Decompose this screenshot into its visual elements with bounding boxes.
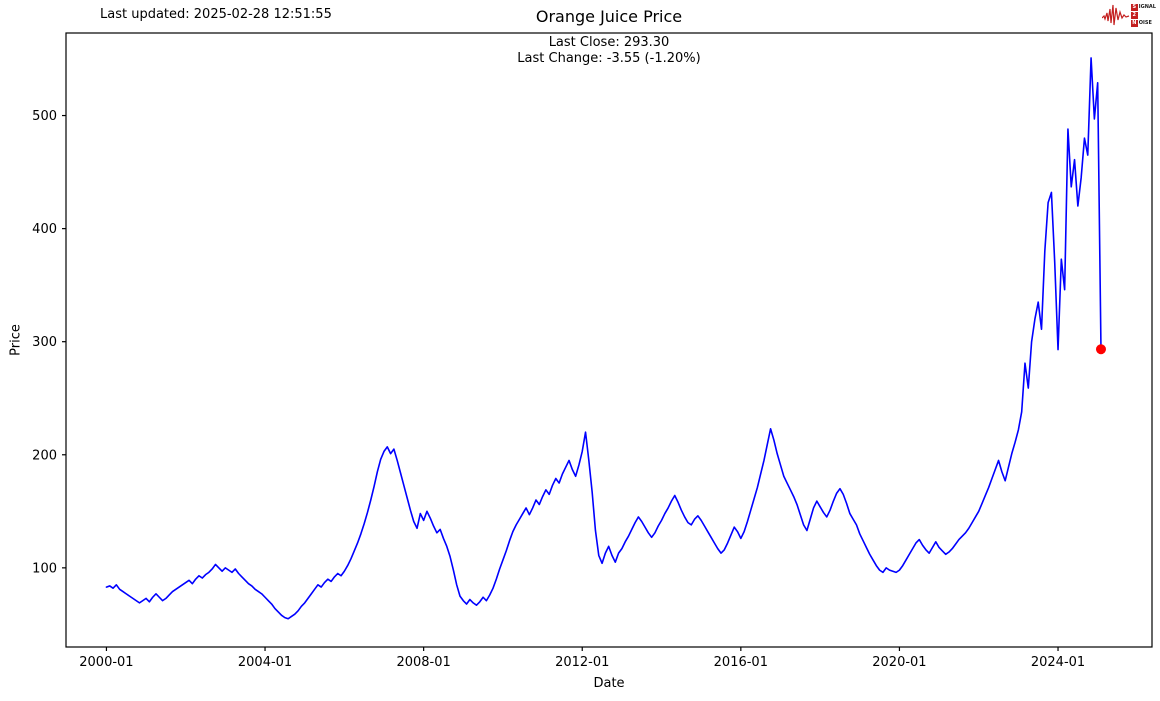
last-change-text: Last Change: -3.55 (-1.20%) [517, 51, 701, 66]
logo-box-2: 2 [1130, 11, 1138, 19]
logo-box-n: N [1130, 19, 1138, 27]
logo-row-noise: N OISE [1130, 19, 1156, 27]
chart-title: Orange Juice Price [535, 7, 683, 26]
waveform-icon [1101, 4, 1129, 26]
y-tick-label: 100 [32, 561, 57, 576]
x-tick-label: 2012-01 [555, 655, 609, 670]
y-tick-label: 400 [32, 222, 57, 237]
logo-text: S IGNAL 2 N OISE [1130, 3, 1156, 27]
x-tick-label: 2016-01 [714, 655, 768, 670]
last-close-marker [1095, 344, 1106, 355]
x-tick-label: 2024-01 [1031, 655, 1085, 670]
logo-row-2: 2 [1130, 11, 1156, 19]
price-line [105, 57, 1102, 620]
signal2noise-logo: S IGNAL 2 N OISE [1101, 3, 1156, 27]
x-tick-label: 2020-01 [872, 655, 926, 670]
x-tick-label: 2008-01 [396, 655, 450, 670]
x-axis-label: Date [593, 676, 625, 691]
y-tick-label: 300 [32, 335, 57, 350]
axes-frame [65, 32, 1153, 648]
logo-rest-ignal: IGNAL [1138, 4, 1156, 10]
logo-rest-oise: OISE [1138, 20, 1152, 26]
logo-row-signal: S IGNAL [1130, 3, 1156, 11]
y-tick-label: 200 [32, 448, 57, 463]
x-tick-label: 2004-01 [238, 655, 292, 670]
last-close-text: Last Close: 293.30 [548, 35, 670, 50]
y-axis-label: Price [8, 324, 24, 356]
x-tick-label: 2000-01 [79, 655, 133, 670]
logo-box-s: S [1130, 3, 1138, 11]
y-tick-label: 500 [32, 109, 57, 124]
last-updated-text: Last updated: 2025-02-28 12:51:55 [100, 7, 332, 22]
